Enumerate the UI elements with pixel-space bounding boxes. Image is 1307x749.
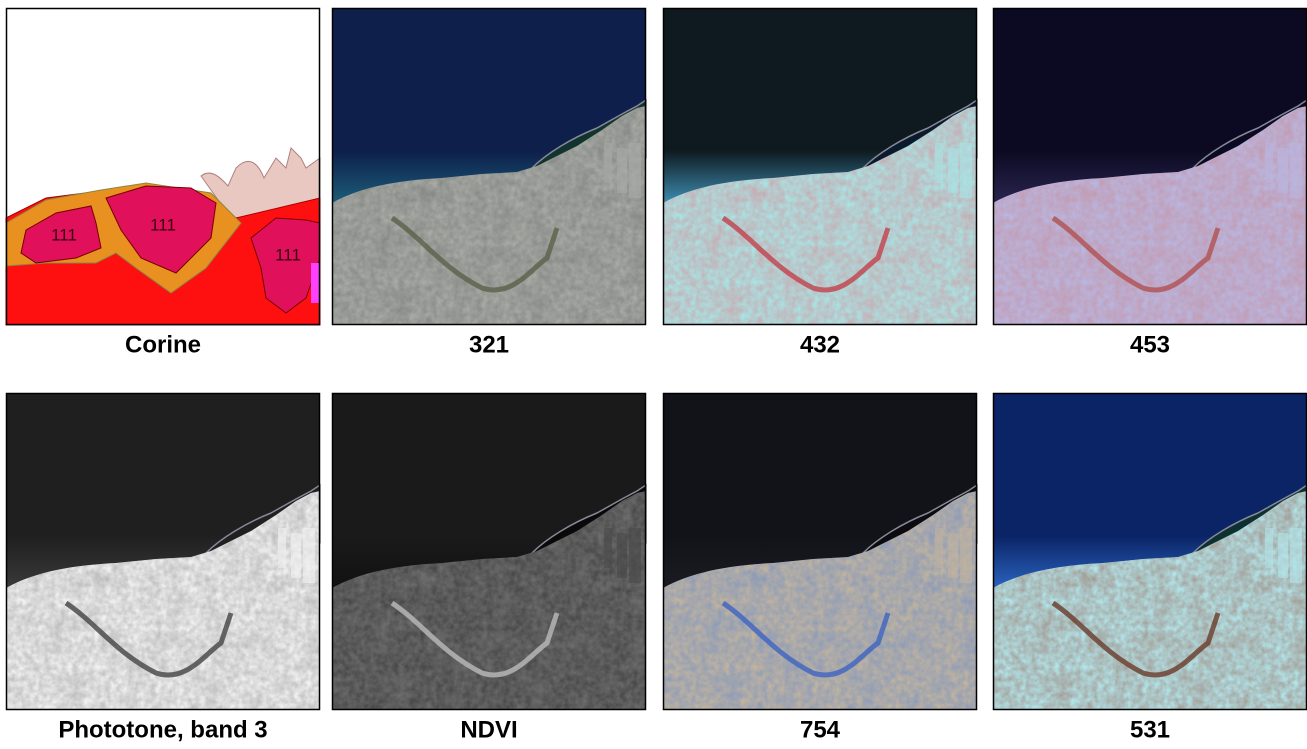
image-pier [617,148,627,193]
image-pier [617,533,627,578]
image-pier [1278,533,1288,578]
image-pier [604,528,612,568]
image-pier [1265,528,1273,568]
panel-caption: Corine [125,331,201,358]
image-pier [303,528,315,583]
image-pier [1290,143,1302,198]
panel-caption: 754 [800,716,841,743]
figure: 111 111 111 Corine 321 432 453 Phototone, band … [0,0,1307,744]
panel: 321 [332,8,646,358]
map-region [311,263,320,303]
panel: 453 [993,8,1307,358]
map-label: 111 [51,225,77,244]
panel: 754 [663,393,977,743]
panel: 111 111 111 Corine [6,8,320,358]
map-label: 111 [150,215,176,234]
image-pier [960,143,972,198]
panel: 531 [993,393,1307,743]
image-pier [948,148,958,193]
image-pier [935,143,943,183]
image-pier [960,528,972,583]
panel: NDVI [332,393,646,743]
image-pier [629,143,641,198]
image-pier [291,533,301,578]
panel-caption: NDVI [460,716,517,743]
image-pier [604,143,612,183]
panel-caption: 432 [800,331,840,358]
map-label: 111 [275,245,301,264]
panel: Phototone, band 3 [6,393,320,743]
image-pier [1290,528,1302,583]
panel-caption: 531 [1130,716,1170,743]
image-pier [948,533,958,578]
image-pier [629,528,641,583]
image-pier [278,528,286,568]
panel-caption: 321 [469,331,509,358]
panel-caption: 453 [1130,331,1170,358]
panel: 432 [663,8,977,358]
image-pier [935,528,943,568]
panel-caption: Phototone, band 3 [58,716,267,743]
image-pier [1278,148,1288,193]
image-pier [1265,143,1273,183]
